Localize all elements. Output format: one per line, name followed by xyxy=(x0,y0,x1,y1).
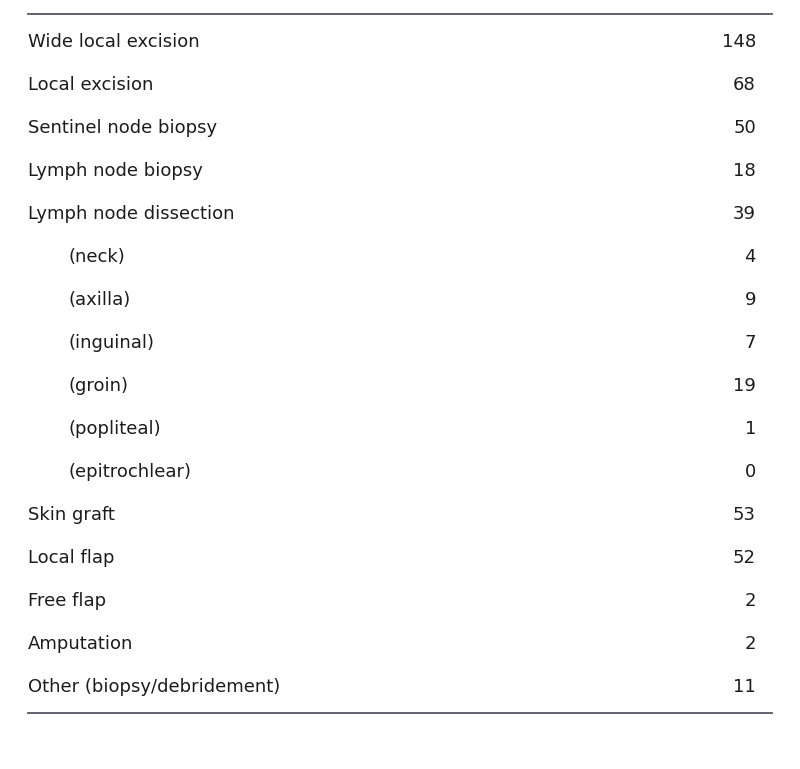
Text: 2: 2 xyxy=(745,592,756,610)
Text: 52: 52 xyxy=(733,549,756,567)
Text: 148: 148 xyxy=(722,33,756,51)
Text: 7: 7 xyxy=(745,334,756,352)
Text: 2: 2 xyxy=(745,635,756,653)
Text: 18: 18 xyxy=(734,162,756,180)
Text: 53: 53 xyxy=(733,506,756,524)
Text: Local excision: Local excision xyxy=(28,76,154,94)
Text: (neck): (neck) xyxy=(68,248,125,266)
Text: (inguinal): (inguinal) xyxy=(68,334,154,352)
Text: (epitrochlear): (epitrochlear) xyxy=(68,463,191,481)
Text: Sentinel node biopsy: Sentinel node biopsy xyxy=(28,119,217,137)
Text: (groin): (groin) xyxy=(68,377,128,395)
Text: Wide local excision: Wide local excision xyxy=(28,33,200,51)
Text: Lymph node biopsy: Lymph node biopsy xyxy=(28,162,203,180)
Text: Other (biopsy/debridement): Other (biopsy/debridement) xyxy=(28,678,280,696)
Text: Free flap: Free flap xyxy=(28,592,106,610)
Text: 1: 1 xyxy=(745,420,756,438)
Text: (axilla): (axilla) xyxy=(68,291,130,309)
Text: 9: 9 xyxy=(745,291,756,309)
Text: 50: 50 xyxy=(734,119,756,137)
Text: Lymph node dissection: Lymph node dissection xyxy=(28,205,234,223)
Text: Skin graft: Skin graft xyxy=(28,506,115,524)
Text: Amputation: Amputation xyxy=(28,635,134,653)
Text: 11: 11 xyxy=(734,678,756,696)
Text: 39: 39 xyxy=(733,205,756,223)
Text: (popliteal): (popliteal) xyxy=(68,420,161,438)
Text: Local flap: Local flap xyxy=(28,549,114,567)
Text: 19: 19 xyxy=(733,377,756,395)
Text: 4: 4 xyxy=(745,248,756,266)
Text: 0: 0 xyxy=(745,463,756,481)
Text: 68: 68 xyxy=(734,76,756,94)
